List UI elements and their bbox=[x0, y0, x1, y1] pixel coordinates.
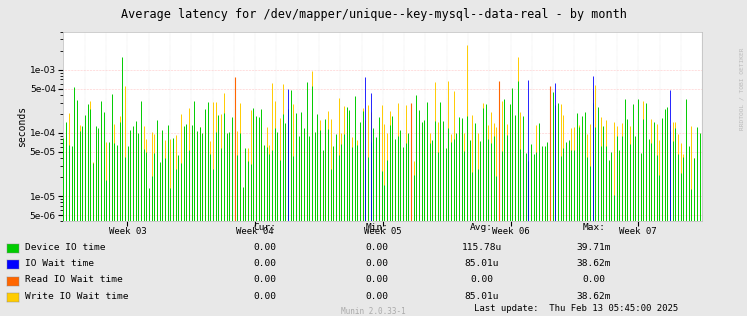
Text: 38.62m: 38.62m bbox=[577, 259, 611, 268]
Text: 0.00: 0.00 bbox=[583, 276, 605, 284]
Text: Read IO Wait time: Read IO Wait time bbox=[25, 276, 123, 284]
Text: 0.00: 0.00 bbox=[366, 243, 388, 252]
Text: Cur:: Cur: bbox=[254, 223, 276, 232]
Text: RRDTOOL / TOBI OETIKER: RRDTOOL / TOBI OETIKER bbox=[740, 47, 745, 130]
Text: 0.00: 0.00 bbox=[366, 259, 388, 268]
Text: Write IO Wait time: Write IO Wait time bbox=[25, 292, 128, 301]
Text: 39.71m: 39.71m bbox=[577, 243, 611, 252]
Y-axis label: seconds: seconds bbox=[17, 106, 27, 147]
Text: 0.00: 0.00 bbox=[254, 292, 276, 301]
Text: Last update:  Thu Feb 13 05:45:00 2025: Last update: Thu Feb 13 05:45:00 2025 bbox=[474, 304, 678, 313]
Text: 0.00: 0.00 bbox=[254, 276, 276, 284]
Text: 0.00: 0.00 bbox=[366, 276, 388, 284]
Text: 0.00: 0.00 bbox=[254, 243, 276, 252]
Text: 0.00: 0.00 bbox=[366, 292, 388, 301]
Text: IO Wait time: IO Wait time bbox=[25, 259, 93, 268]
Text: 0.00: 0.00 bbox=[471, 276, 493, 284]
Text: 115.78u: 115.78u bbox=[462, 243, 502, 252]
Text: Average latency for /dev/mapper/unique--key-mysql--data-real - by month: Average latency for /dev/mapper/unique--… bbox=[120, 8, 627, 21]
Text: Avg:: Avg: bbox=[471, 223, 493, 232]
Text: 85.01u: 85.01u bbox=[465, 259, 499, 268]
Text: 38.62m: 38.62m bbox=[577, 292, 611, 301]
Text: 85.01u: 85.01u bbox=[465, 292, 499, 301]
Text: Munin 2.0.33-1: Munin 2.0.33-1 bbox=[341, 307, 406, 316]
Text: Min:: Min: bbox=[366, 223, 388, 232]
Text: Device IO time: Device IO time bbox=[25, 243, 105, 252]
Text: Max:: Max: bbox=[583, 223, 605, 232]
Text: 0.00: 0.00 bbox=[254, 259, 276, 268]
